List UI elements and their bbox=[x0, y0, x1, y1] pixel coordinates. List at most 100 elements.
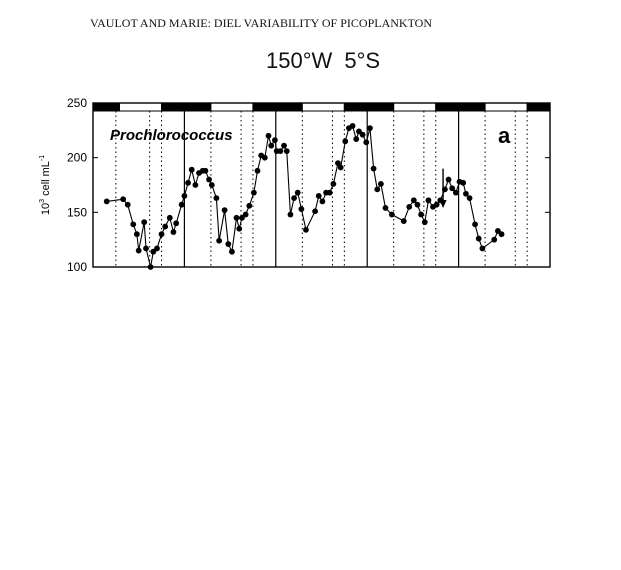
data-point bbox=[479, 245, 486, 252]
light-period-segment bbox=[210, 102, 254, 112]
y-label-prefix: 10 bbox=[40, 203, 52, 215]
data-point bbox=[173, 220, 180, 227]
dark-period-segment bbox=[343, 102, 395, 112]
data-point bbox=[242, 211, 249, 218]
data-point bbox=[221, 207, 228, 214]
dark-period-segment bbox=[92, 102, 121, 112]
data-point bbox=[315, 193, 322, 199]
data-point bbox=[374, 186, 381, 193]
data-point bbox=[254, 167, 261, 174]
data-point bbox=[349, 123, 356, 129]
data-point bbox=[425, 197, 432, 204]
data-point bbox=[162, 223, 169, 230]
data-point bbox=[233, 214, 240, 221]
data-point bbox=[330, 181, 337, 187]
data-point bbox=[359, 131, 366, 138]
light-dark-bar bbox=[92, 102, 551, 112]
data-point bbox=[287, 211, 294, 218]
data-point bbox=[181, 193, 188, 199]
dark-period-segment bbox=[161, 102, 212, 112]
data-point bbox=[166, 214, 173, 221]
data-point bbox=[463, 190, 469, 197]
data-point bbox=[213, 195, 220, 202]
data-point bbox=[472, 221, 478, 228]
data-point bbox=[460, 179, 467, 186]
data-point bbox=[188, 166, 195, 173]
light-period-segment bbox=[119, 102, 163, 112]
data-point bbox=[170, 229, 177, 235]
data-point bbox=[367, 125, 373, 132]
y-axis-label: 103 cell mL-1 bbox=[39, 155, 52, 215]
series-points bbox=[103, 123, 505, 270]
data-point bbox=[353, 136, 360, 142]
data-point bbox=[277, 148, 284, 155]
light-period-segment bbox=[393, 102, 437, 112]
dark-period-segment bbox=[435, 102, 486, 112]
data-point bbox=[449, 185, 456, 192]
data-point bbox=[268, 142, 275, 149]
data-point bbox=[410, 197, 417, 204]
data-point bbox=[312, 208, 319, 215]
y-tick-label: 200 bbox=[67, 151, 87, 165]
y-tick-label: 100 bbox=[67, 260, 87, 274]
data-point bbox=[283, 148, 290, 155]
data-point bbox=[103, 198, 110, 205]
data-point bbox=[421, 219, 428, 226]
data-point bbox=[143, 245, 149, 252]
data-point bbox=[236, 225, 243, 232]
y-label-suffix: cell mL bbox=[40, 161, 52, 199]
gridlines bbox=[115, 103, 528, 267]
data-point bbox=[133, 231, 140, 238]
data-point bbox=[335, 160, 341, 167]
data-point bbox=[363, 139, 370, 146]
data-point bbox=[303, 226, 309, 233]
data-point bbox=[192, 182, 199, 188]
data-point bbox=[130, 221, 137, 228]
y-axis-ticks: 100 150 200 250 bbox=[67, 96, 550, 274]
light-period-segment bbox=[301, 102, 345, 112]
data-point bbox=[261, 154, 268, 161]
data-point bbox=[406, 203, 413, 210]
data-point bbox=[498, 231, 505, 238]
data-point bbox=[185, 179, 191, 186]
prochlorococcus-line bbox=[106, 125, 502, 268]
data-point bbox=[225, 241, 232, 247]
data-point bbox=[342, 138, 349, 145]
series-line bbox=[106, 125, 502, 268]
series-label: Prochlorococcus bbox=[110, 127, 233, 144]
data-point bbox=[124, 201, 131, 208]
data-point bbox=[370, 165, 377, 172]
data-point bbox=[265, 132, 272, 139]
data-point bbox=[337, 164, 344, 171]
data-point bbox=[466, 195, 473, 202]
plot-frame bbox=[92, 102, 551, 268]
data-point bbox=[475, 235, 482, 242]
data-point bbox=[418, 211, 425, 218]
data-point bbox=[291, 195, 297, 202]
data-point bbox=[141, 219, 148, 226]
data-point bbox=[246, 202, 253, 209]
data-point bbox=[158, 231, 165, 238]
data-point bbox=[216, 237, 223, 244]
data-point bbox=[452, 189, 459, 196]
data-point bbox=[298, 206, 305, 212]
data-point bbox=[378, 181, 384, 187]
y-label-exponent: 3 bbox=[39, 199, 46, 203]
data-point bbox=[414, 201, 421, 208]
data-point bbox=[326, 189, 333, 196]
data-point bbox=[281, 142, 287, 149]
arrow-marker bbox=[439, 168, 447, 208]
light-period-segment bbox=[484, 102, 528, 112]
data-point bbox=[433, 201, 440, 208]
running-head: VAULOT AND MARIE: DIEL VARIABILITY OF PI… bbox=[90, 16, 433, 30]
data-point bbox=[135, 247, 142, 254]
data-point bbox=[294, 189, 301, 196]
data-point bbox=[250, 189, 257, 196]
data-point bbox=[178, 201, 185, 208]
data-point bbox=[388, 211, 395, 218]
dark-period-segment bbox=[252, 102, 303, 112]
panel-label: a bbox=[498, 123, 511, 148]
y-tick-label: 250 bbox=[67, 96, 87, 110]
station-title: 150°W 5°S bbox=[266, 48, 381, 73]
